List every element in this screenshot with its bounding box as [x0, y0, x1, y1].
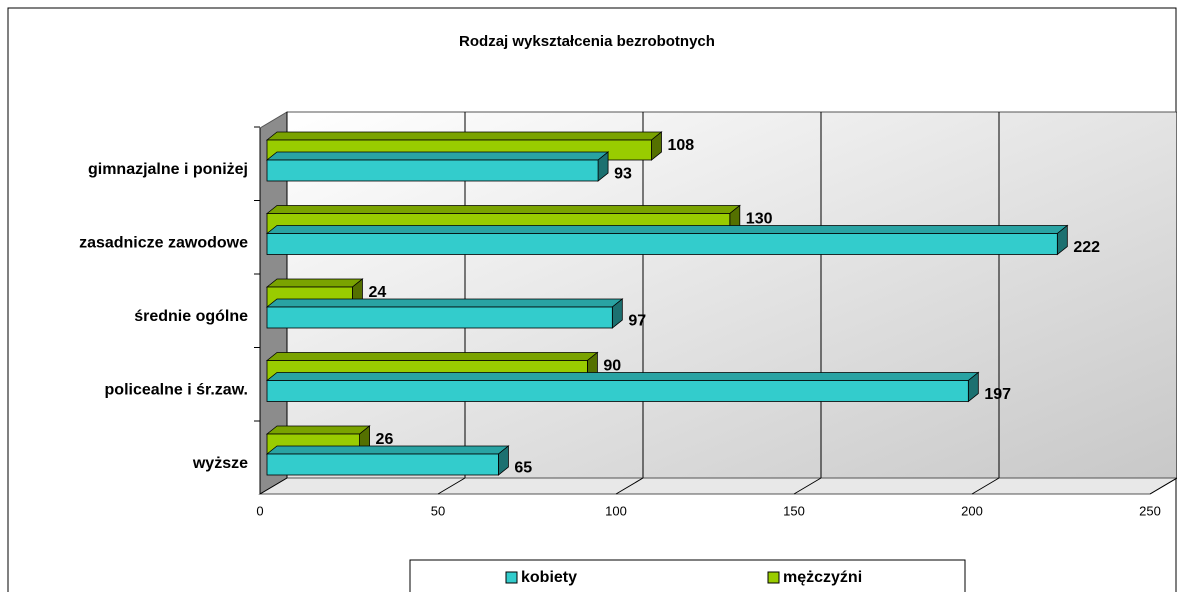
x-tick-label: 250	[1139, 503, 1161, 518]
data-label: 90	[603, 358, 621, 375]
y-tick-label: wyższe	[192, 455, 248, 472]
data-label: 65	[514, 460, 532, 477]
grid-line-floor	[1149, 477, 1177, 495]
chart-title: Rodzaj wykształcenia bezrobotnych	[459, 33, 715, 50]
x-tick-label: 200	[961, 503, 983, 518]
bar-top	[265, 445, 510, 455]
grid-line-floor	[971, 477, 1000, 495]
x-tick-label: 0	[256, 503, 263, 518]
bar-front	[266, 233, 1058, 255]
legend-label: kobiety	[521, 569, 577, 586]
bar-front	[266, 306, 613, 329]
data-label: 197	[984, 386, 1011, 403]
x-tick-label: 150	[783, 503, 805, 518]
data-label: 222	[1073, 239, 1100, 256]
bar	[265, 224, 1069, 256]
legend-marker	[505, 571, 518, 584]
grid-line	[1149, 112, 1177, 495]
bar	[265, 371, 980, 403]
data-label: 24	[368, 284, 386, 301]
bar-top	[265, 131, 663, 141]
data-label: 93	[614, 166, 632, 183]
data-label: 97	[628, 313, 646, 330]
data-label: 26	[376, 431, 394, 448]
grid-line-floor	[793, 477, 822, 495]
legend-marker	[767, 571, 780, 584]
grid-line	[793, 112, 822, 495]
grid-line-floor	[615, 477, 644, 495]
floor	[258, 477, 1177, 495]
bar-top	[265, 205, 741, 214]
grid-line-floor	[259, 477, 288, 495]
bar-front	[266, 453, 499, 476]
y-tick-label: gimnazjalne i poniżej	[88, 161, 248, 178]
bar	[265, 151, 610, 182]
bar-front	[266, 380, 969, 402]
bar	[265, 445, 510, 476]
legend-label: mężczyźni	[783, 569, 862, 586]
bar	[265, 298, 624, 329]
bar-top	[265, 372, 980, 381]
legend	[409, 559, 966, 592]
bar-top	[265, 151, 610, 161]
bar-top	[265, 278, 364, 288]
y-tick-label: średnie ogólne	[134, 308, 248, 325]
grid-line	[615, 112, 644, 495]
y-tick-label: zasadnicze zawodowe	[79, 235, 248, 252]
grid-line-floor	[437, 477, 466, 495]
data-label: 130	[746, 211, 773, 228]
x-tick-label: 50	[431, 503, 445, 518]
bar-top	[265, 352, 599, 361]
x-tick-label: 100	[605, 503, 627, 518]
bar-top	[265, 225, 1069, 234]
bar-top	[265, 298, 624, 308]
bar-front	[266, 159, 599, 182]
grid-line	[971, 112, 1000, 495]
y-tick-label: policealne i śr.zaw.	[105, 382, 248, 399]
bar-top	[265, 425, 371, 435]
data-label: 108	[667, 137, 694, 154]
